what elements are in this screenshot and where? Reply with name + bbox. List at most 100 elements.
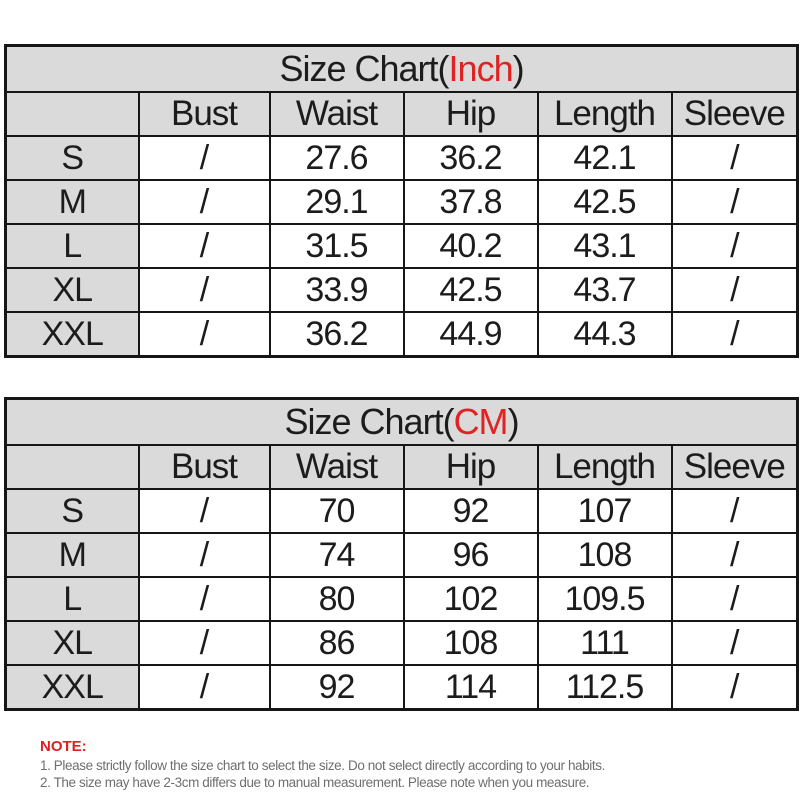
value-cell: 31.5 — [268, 223, 405, 269]
value-cell: 111 — [536, 620, 673, 666]
value-cell: 43.7 — [536, 267, 673, 313]
value-cell: / — [670, 488, 799, 534]
value-cell: / — [670, 620, 799, 666]
value-cell: 92 — [268, 664, 405, 711]
title-unit-inch: Inch — [448, 48, 514, 89]
size-label-cell: XXL — [4, 311, 140, 358]
value-cell: 37.8 — [402, 179, 539, 225]
value-cell: / — [670, 664, 799, 711]
value-cell: / — [137, 311, 271, 358]
value-cell: 29.1 — [268, 179, 405, 225]
title-text: ) — [507, 401, 520, 442]
value-cell: 92 — [402, 488, 539, 534]
value-cell: 43.1 — [536, 223, 673, 269]
value-cell: 108 — [402, 620, 539, 666]
value-cell: 70 — [268, 488, 405, 534]
size-label-cell: S — [4, 135, 140, 181]
value-cell: 114 — [402, 664, 539, 711]
size-label-cell: S — [4, 488, 140, 534]
table-row: XXL/92 114 112.5/ — [4, 664, 799, 711]
value-cell: / — [137, 179, 271, 225]
value-cell: / — [137, 576, 271, 622]
value-cell: 96 — [402, 532, 539, 578]
value-cell: 102 — [402, 576, 539, 622]
value-cell: 36.2 — [402, 135, 539, 181]
note-line-1: 1. Please strictly follow the size chart… — [40, 758, 605, 773]
size-label-cell: M — [4, 532, 140, 578]
value-cell: / — [670, 223, 799, 269]
title-text: Size Chart( — [284, 401, 455, 442]
table-row: M/74 96 108/ — [4, 532, 799, 578]
note-section: NOTE: 1. Please strictly follow the size… — [40, 738, 780, 791]
column-header-bust: Bust — [137, 444, 271, 490]
title-unit-cm: CM — [453, 401, 509, 442]
column-header-blank — [4, 91, 140, 137]
column-header-row: Bust Waist Hip Length Sleeve — [4, 91, 799, 137]
value-cell: / — [137, 664, 271, 711]
value-cell: / — [670, 135, 799, 181]
table-title-inch: Size Chart(Inch) — [4, 44, 799, 93]
column-header-waist: Waist — [268, 91, 405, 137]
value-cell: 108 — [536, 532, 673, 578]
size-chart-cm-table: Size Chart(CM) Bust Waist Hip Length Sleeve … — [4, 397, 800, 711]
value-cell: 109.5 — [536, 576, 673, 622]
size-label-cell: M — [4, 179, 140, 225]
value-cell: / — [670, 532, 799, 578]
column-header-bust: Bust — [137, 91, 271, 137]
table-title-row: Size Chart(CM) — [4, 397, 799, 446]
value-cell: 74 — [268, 532, 405, 578]
value-cell: / — [670, 311, 799, 358]
value-cell: / — [137, 488, 271, 534]
table-title-cm: Size Chart(CM) — [4, 397, 799, 446]
column-header-hip: Hip — [402, 91, 539, 137]
column-header-waist: Waist — [268, 444, 405, 490]
value-cell: 86 — [268, 620, 405, 666]
value-cell: 42.5 — [402, 267, 539, 313]
value-cell: 44.3 — [536, 311, 673, 358]
value-cell: / — [670, 179, 799, 225]
value-cell: 107 — [536, 488, 673, 534]
table-row: S/27.6 36.2 42.1/ — [4, 135, 799, 181]
title-text: Size Chart( — [279, 48, 449, 89]
value-cell: / — [137, 620, 271, 666]
table-row: L/80 102 109.5/ — [4, 576, 799, 622]
column-header-sleeve: Sleeve — [670, 91, 799, 137]
column-header-hip: Hip — [402, 444, 539, 490]
table-row: XL/33.9 42.5 43.7/ — [4, 267, 799, 313]
value-cell: / — [670, 267, 799, 313]
column-header-blank — [4, 444, 140, 490]
table-title-row: Size Chart(Inch) — [4, 44, 799, 93]
table-row: XXL/36.2 44.9 44.3/ — [4, 311, 799, 358]
size-label-cell: L — [4, 223, 140, 269]
value-cell: 27.6 — [268, 135, 405, 181]
size-label-cell: L — [4, 576, 140, 622]
note-line-2: 2. The size may have 2-3cm differs due t… — [40, 775, 590, 790]
table-row: L/31.5 40.2 43.1/ — [4, 223, 799, 269]
value-cell: 80 — [268, 576, 405, 622]
column-header-sleeve: Sleeve — [670, 444, 799, 490]
column-header-row: Bust Waist Hip Length Sleeve — [4, 444, 799, 490]
table-row: XL/86 108 111/ — [4, 620, 799, 666]
value-cell: 112.5 — [536, 664, 673, 711]
note-label: NOTE: — [40, 738, 87, 755]
value-cell: / — [670, 576, 799, 622]
value-cell: 36.2 — [268, 311, 405, 358]
table-row: M/29.1 37.8 42.5/ — [4, 179, 799, 225]
value-cell: / — [137, 223, 271, 269]
size-label-cell: XL — [4, 620, 140, 666]
size-label-cell: XXL — [4, 664, 140, 711]
value-cell: 42.5 — [536, 179, 673, 225]
size-chart-inch-table: Size Chart(Inch) Bust Waist Hip Length Sleev… — [4, 44, 800, 358]
value-cell: / — [137, 267, 271, 313]
size-label-cell: XL — [4, 267, 140, 313]
value-cell: / — [137, 532, 271, 578]
value-cell: / — [137, 135, 271, 181]
value-cell: 33.9 — [268, 267, 405, 313]
column-header-length: Length — [536, 91, 673, 137]
table-row: S/70 92 107/ — [4, 488, 799, 534]
value-cell: 44.9 — [402, 311, 539, 358]
value-cell: 40.2 — [402, 223, 539, 269]
title-text: ) — [512, 48, 525, 89]
value-cell: 42.1 — [536, 135, 673, 181]
